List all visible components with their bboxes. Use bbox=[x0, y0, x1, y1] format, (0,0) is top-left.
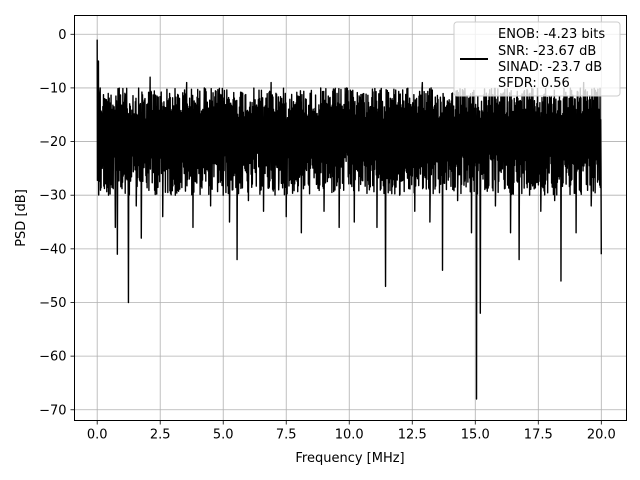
legend-entry-sfdr: SFDR: 0.56 bbox=[498, 76, 570, 91]
y-axis: 0 −10 −20 −30 −40 −50 −60 −70 bbox=[39, 28, 75, 418]
plot-area bbox=[96, 39, 602, 400]
y-tick-label: −30 bbox=[39, 189, 66, 204]
y-tick-label: −10 bbox=[39, 81, 66, 96]
legend-entry-enob: ENOB: -4.23 bits bbox=[498, 27, 605, 42]
x-tick-label: 12.5 bbox=[398, 428, 427, 443]
x-axis: 0.0 2.5 5.0 7.5 10.0 12.5 15.0 17.5 20.0 bbox=[87, 420, 616, 443]
x-tick-label: 7.5 bbox=[276, 428, 297, 443]
x-tick-label: 0.0 bbox=[87, 428, 108, 443]
y-tick-label: −20 bbox=[39, 135, 66, 150]
legend-box bbox=[453, 21, 621, 97]
x-tick-label: 17.5 bbox=[524, 428, 553, 443]
legend: ENOB: -4.23 bits SNR: -23.67 dB SINAD: -… bbox=[453, 21, 621, 97]
x-tick-label: 5.0 bbox=[213, 428, 234, 443]
y-tick-label: −70 bbox=[39, 403, 66, 418]
y-tick-label: 0 bbox=[58, 28, 66, 43]
x-tick-label: 15.0 bbox=[461, 428, 490, 443]
y-tick-label: −60 bbox=[39, 350, 66, 365]
y-tick-label: −50 bbox=[39, 296, 66, 311]
y-tick-label: −40 bbox=[39, 242, 66, 257]
x-tick-label: 20.0 bbox=[587, 428, 616, 443]
x-tick-label: 10.0 bbox=[335, 428, 364, 443]
axes-frame bbox=[74, 15, 627, 421]
x-tick-label: 2.5 bbox=[150, 428, 171, 443]
psd-series-line bbox=[96, 39, 602, 400]
legend-entry-snr: SNR: -23.67 dB bbox=[498, 44, 596, 59]
legend-entry-sinad: SINAD: -23.7 dB bbox=[498, 60, 602, 75]
x-axis-label: Frequency [MHz] bbox=[295, 451, 404, 466]
y-axis-label: PSD [dB] bbox=[14, 189, 29, 247]
